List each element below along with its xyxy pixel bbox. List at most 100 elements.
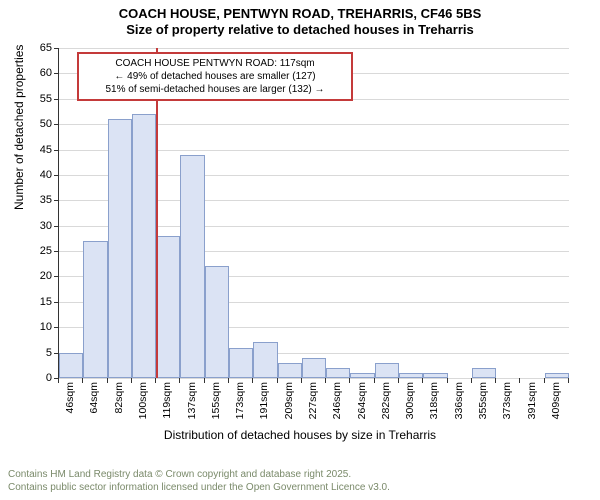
xtick-mark <box>422 378 423 383</box>
xtick-label: 82sqm <box>113 382 125 414</box>
bar <box>399 373 423 378</box>
plot-area: COACH HOUSE PENTWYN ROAD: 117sqm← 49% of… <box>58 48 569 379</box>
xtick-mark <box>471 378 472 383</box>
xtick-label: 137sqm <box>186 382 198 419</box>
xtick-mark <box>58 378 59 383</box>
bar <box>156 236 180 378</box>
ytick-mark <box>54 48 59 49</box>
ytick-label: 35 <box>22 194 52 206</box>
xtick-label: 282sqm <box>380 382 392 419</box>
xtick-label: 409sqm <box>550 382 562 419</box>
ytick-mark <box>54 73 59 74</box>
ytick-mark <box>54 302 59 303</box>
footer-line-1: Contains HM Land Registry data © Crown c… <box>8 469 390 482</box>
bar <box>302 358 326 378</box>
ytick-mark <box>54 276 59 277</box>
xtick-label: 173sqm <box>234 382 246 419</box>
xtick-label: 391sqm <box>526 382 538 419</box>
bar <box>545 373 569 378</box>
xtick-mark <box>495 378 496 383</box>
ytick-label: 20 <box>22 270 52 282</box>
xtick-label: 46sqm <box>64 382 76 414</box>
footer: Contains HM Land Registry data © Crown c… <box>8 469 390 494</box>
ytick-label: 15 <box>22 296 52 308</box>
ytick-label: 55 <box>22 93 52 105</box>
xtick-label: 64sqm <box>88 382 100 414</box>
xtick-label: 209sqm <box>283 382 295 419</box>
xtick-mark <box>107 378 108 383</box>
bar <box>229 348 253 378</box>
xtick-mark <box>277 378 278 383</box>
annotation-line-2: ← 49% of detached houses are smaller (12… <box>87 70 343 83</box>
annotation-line-3: 51% of semi-detached houses are larger (… <box>87 83 343 96</box>
xtick-mark <box>228 378 229 383</box>
annotation-line-1: COACH HOUSE PENTWYN ROAD: 117sqm <box>87 57 343 70</box>
xtick-mark <box>82 378 83 383</box>
annotation-box: COACH HOUSE PENTWYN ROAD: 117sqm← 49% of… <box>77 52 353 101</box>
xtick-label: 300sqm <box>404 382 416 419</box>
xtick-label: 227sqm <box>307 382 319 419</box>
ytick-mark <box>54 251 59 252</box>
ytick-mark <box>54 327 59 328</box>
xtick-mark <box>568 378 569 383</box>
xtick-label: 119sqm <box>161 382 173 419</box>
xtick-label: 264sqm <box>356 382 368 419</box>
xtick-label: 355sqm <box>477 382 489 419</box>
xtick-mark <box>447 378 448 383</box>
ytick-label: 40 <box>22 169 52 181</box>
xtick-mark <box>374 378 375 383</box>
ytick-mark <box>54 150 59 151</box>
ytick-mark <box>54 99 59 100</box>
xtick-label: 155sqm <box>210 382 222 419</box>
xtick-label: 373sqm <box>501 382 513 419</box>
xtick-mark <box>204 378 205 383</box>
bar <box>253 342 277 378</box>
bar <box>132 114 156 378</box>
plot-wrap: COACH HOUSE PENTWYN ROAD: 117sqm← 49% of… <box>58 48 568 428</box>
xtick-label: 191sqm <box>258 382 270 419</box>
xtick-mark <box>544 378 545 383</box>
xtick-mark <box>301 378 302 383</box>
ytick-mark <box>54 226 59 227</box>
bar <box>326 368 350 378</box>
bar <box>278 363 302 378</box>
chart-container: COACH HOUSE, PENTWYN ROAD, TREHARRIS, CF… <box>0 0 600 500</box>
x-axis-label: Distribution of detached houses by size … <box>0 428 600 442</box>
title-line-1: COACH HOUSE, PENTWYN ROAD, TREHARRIS, CF… <box>0 6 600 22</box>
xtick-label: 246sqm <box>331 382 343 419</box>
bar <box>59 353 83 378</box>
xtick-mark <box>349 378 350 383</box>
ytick-mark <box>54 124 59 125</box>
footer-line-2: Contains public sector information licen… <box>8 482 390 495</box>
bar <box>180 155 204 378</box>
ytick-label: 25 <box>22 245 52 257</box>
ytick-label: 45 <box>22 144 52 156</box>
xtick-mark <box>179 378 180 383</box>
ytick-label: 65 <box>22 42 52 54</box>
bar <box>375 363 399 378</box>
xtick-mark <box>131 378 132 383</box>
xtick-mark <box>155 378 156 383</box>
ytick-mark <box>54 200 59 201</box>
ytick-label: 30 <box>22 220 52 232</box>
xtick-mark <box>252 378 253 383</box>
bar <box>205 266 229 378</box>
ytick-label: 50 <box>22 118 52 130</box>
xtick-mark <box>325 378 326 383</box>
xtick-mark <box>519 378 520 383</box>
xtick-label: 100sqm <box>137 382 149 419</box>
bar <box>350 373 374 378</box>
ytick-label: 0 <box>22 372 52 384</box>
xtick-label: 318sqm <box>428 382 440 419</box>
xtick-mark <box>398 378 399 383</box>
ytick-mark <box>54 175 59 176</box>
ytick-label: 5 <box>22 347 52 359</box>
ytick-label: 10 <box>22 321 52 333</box>
gridline <box>59 378 569 379</box>
bar <box>472 368 496 378</box>
xtick-label: 336sqm <box>453 382 465 419</box>
title-line-2: Size of property relative to detached ho… <box>0 22 600 38</box>
ytick-label: 60 <box>22 67 52 79</box>
bar <box>423 373 447 378</box>
bar <box>83 241 107 378</box>
